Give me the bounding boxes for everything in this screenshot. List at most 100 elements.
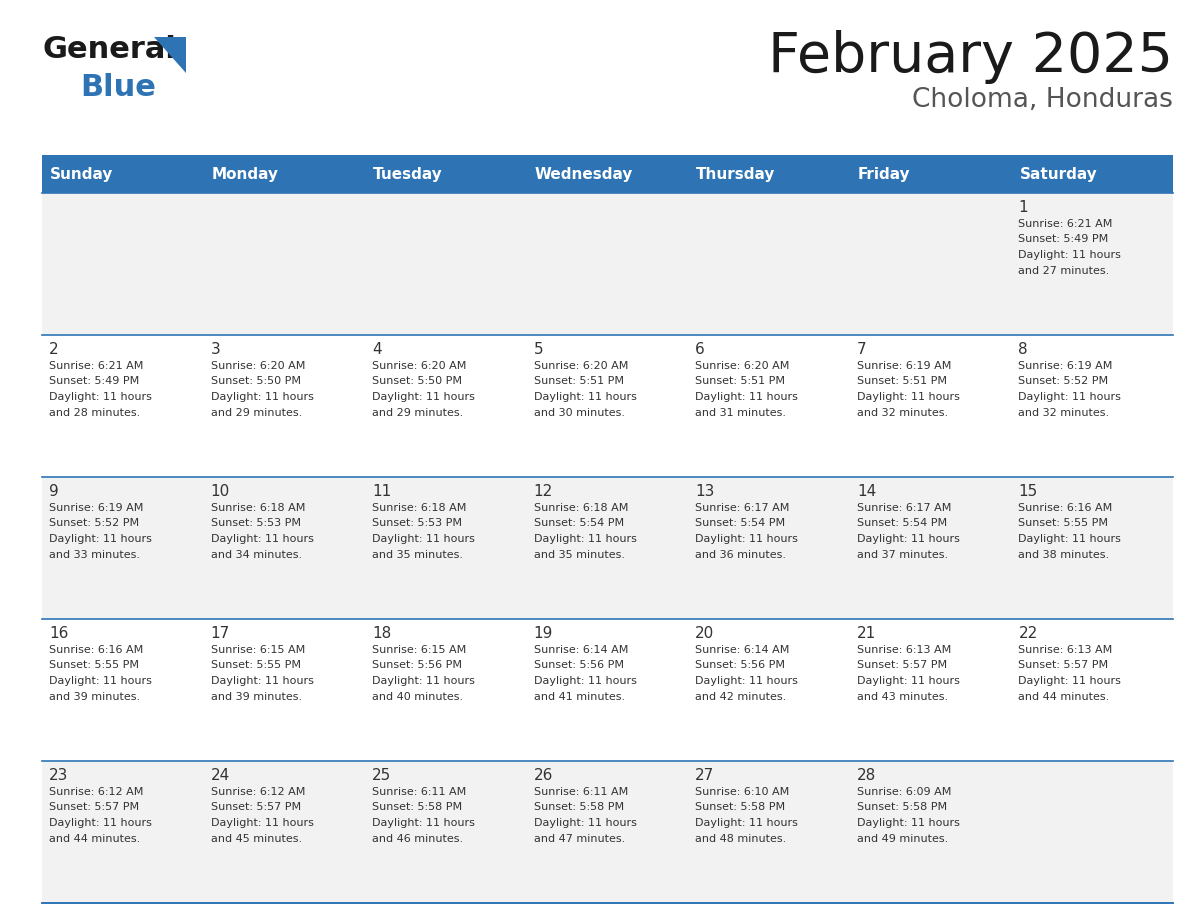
- Text: and 49 minutes.: and 49 minutes.: [857, 834, 948, 844]
- Text: Sunset: 5:51 PM: Sunset: 5:51 PM: [533, 376, 624, 386]
- Text: Daylight: 11 hours: Daylight: 11 hours: [1018, 250, 1121, 260]
- Text: Daylight: 11 hours: Daylight: 11 hours: [533, 818, 637, 828]
- Text: Sunrise: 6:18 AM: Sunrise: 6:18 AM: [210, 503, 305, 513]
- Text: 9: 9: [49, 484, 58, 499]
- Text: Sunset: 5:55 PM: Sunset: 5:55 PM: [49, 660, 139, 670]
- Text: Wednesday: Wednesday: [535, 166, 633, 182]
- Text: Daylight: 11 hours: Daylight: 11 hours: [372, 676, 475, 686]
- Text: Sunrise: 6:10 AM: Sunrise: 6:10 AM: [695, 787, 790, 797]
- Text: and 28 minutes.: and 28 minutes.: [49, 408, 140, 418]
- Text: Daylight: 11 hours: Daylight: 11 hours: [533, 676, 637, 686]
- Text: Sunset: 5:54 PM: Sunset: 5:54 PM: [533, 519, 624, 529]
- Text: Daylight: 11 hours: Daylight: 11 hours: [695, 392, 798, 402]
- Text: Monday: Monday: [211, 166, 278, 182]
- Text: Sunrise: 6:17 AM: Sunrise: 6:17 AM: [857, 503, 952, 513]
- Text: Thursday: Thursday: [696, 166, 776, 182]
- Text: Daylight: 11 hours: Daylight: 11 hours: [1018, 392, 1121, 402]
- Text: Sunset: 5:57 PM: Sunset: 5:57 PM: [210, 802, 301, 812]
- Text: Sunrise: 6:19 AM: Sunrise: 6:19 AM: [857, 361, 952, 371]
- Text: Tuesday: Tuesday: [373, 166, 443, 182]
- Text: Sunrise: 6:18 AM: Sunrise: 6:18 AM: [533, 503, 628, 513]
- Text: 14: 14: [857, 484, 876, 499]
- Text: Daylight: 11 hours: Daylight: 11 hours: [695, 676, 798, 686]
- Text: Daylight: 11 hours: Daylight: 11 hours: [695, 818, 798, 828]
- Text: Daylight: 11 hours: Daylight: 11 hours: [533, 392, 637, 402]
- Text: and 39 minutes.: and 39 minutes.: [210, 691, 302, 701]
- Text: Sunrise: 6:21 AM: Sunrise: 6:21 AM: [1018, 219, 1113, 229]
- Text: 26: 26: [533, 768, 554, 783]
- Text: Daylight: 11 hours: Daylight: 11 hours: [857, 676, 960, 686]
- Text: Sunset: 5:53 PM: Sunset: 5:53 PM: [372, 519, 462, 529]
- Text: Sunset: 5:49 PM: Sunset: 5:49 PM: [1018, 234, 1108, 244]
- Text: Sunrise: 6:20 AM: Sunrise: 6:20 AM: [210, 361, 305, 371]
- Text: Daylight: 11 hours: Daylight: 11 hours: [210, 818, 314, 828]
- Text: and 39 minutes.: and 39 minutes.: [49, 691, 140, 701]
- Text: 17: 17: [210, 626, 229, 641]
- Text: 15: 15: [1018, 484, 1037, 499]
- Text: Sunrise: 6:15 AM: Sunrise: 6:15 AM: [210, 645, 305, 655]
- Text: and 47 minutes.: and 47 minutes.: [533, 834, 625, 844]
- Text: and 40 minutes.: and 40 minutes.: [372, 691, 463, 701]
- Text: Sunrise: 6:20 AM: Sunrise: 6:20 AM: [695, 361, 790, 371]
- Text: Daylight: 11 hours: Daylight: 11 hours: [857, 818, 960, 828]
- Text: Daylight: 11 hours: Daylight: 11 hours: [695, 534, 798, 544]
- Text: and 27 minutes.: and 27 minutes.: [1018, 265, 1110, 275]
- Text: and 38 minutes.: and 38 minutes.: [1018, 550, 1110, 559]
- Text: Daylight: 11 hours: Daylight: 11 hours: [1018, 534, 1121, 544]
- Text: Sunset: 5:50 PM: Sunset: 5:50 PM: [372, 376, 462, 386]
- Text: Sunrise: 6:18 AM: Sunrise: 6:18 AM: [372, 503, 467, 513]
- Text: 27: 27: [695, 768, 714, 783]
- Text: and 35 minutes.: and 35 minutes.: [372, 550, 463, 559]
- Text: and 45 minutes.: and 45 minutes.: [210, 834, 302, 844]
- Text: 10: 10: [210, 484, 229, 499]
- Bar: [42, 477, 1173, 619]
- Text: Saturday: Saturday: [1019, 166, 1098, 182]
- Text: 6: 6: [695, 342, 704, 357]
- Text: Daylight: 11 hours: Daylight: 11 hours: [372, 534, 475, 544]
- Text: Sunday: Sunday: [50, 166, 113, 182]
- Text: Sunset: 5:54 PM: Sunset: 5:54 PM: [695, 519, 785, 529]
- Text: Sunset: 5:57 PM: Sunset: 5:57 PM: [1018, 660, 1108, 670]
- Bar: [42, 155, 1173, 193]
- Text: and 29 minutes.: and 29 minutes.: [210, 408, 302, 418]
- Text: 19: 19: [533, 626, 554, 641]
- Text: Sunset: 5:50 PM: Sunset: 5:50 PM: [210, 376, 301, 386]
- Text: Sunrise: 6:14 AM: Sunrise: 6:14 AM: [533, 645, 628, 655]
- Text: Sunrise: 6:17 AM: Sunrise: 6:17 AM: [695, 503, 790, 513]
- Text: 5: 5: [533, 342, 543, 357]
- Text: Sunset: 5:57 PM: Sunset: 5:57 PM: [49, 802, 139, 812]
- Text: Blue: Blue: [80, 73, 156, 102]
- Text: 8: 8: [1018, 342, 1028, 357]
- Text: Sunset: 5:58 PM: Sunset: 5:58 PM: [857, 802, 947, 812]
- Text: and 41 minutes.: and 41 minutes.: [533, 691, 625, 701]
- Text: Friday: Friday: [858, 166, 910, 182]
- Text: 23: 23: [49, 768, 69, 783]
- Text: Sunset: 5:55 PM: Sunset: 5:55 PM: [210, 660, 301, 670]
- Text: and 32 minutes.: and 32 minutes.: [857, 408, 948, 418]
- Bar: [42, 619, 1173, 761]
- Text: 21: 21: [857, 626, 876, 641]
- Text: Sunrise: 6:19 AM: Sunrise: 6:19 AM: [49, 503, 144, 513]
- Text: Sunset: 5:56 PM: Sunset: 5:56 PM: [372, 660, 462, 670]
- Text: and 42 minutes.: and 42 minutes.: [695, 691, 786, 701]
- Text: 4: 4: [372, 342, 381, 357]
- Text: Sunrise: 6:14 AM: Sunrise: 6:14 AM: [695, 645, 790, 655]
- Text: Sunrise: 6:11 AM: Sunrise: 6:11 AM: [372, 787, 467, 797]
- Text: 18: 18: [372, 626, 391, 641]
- Text: Sunrise: 6:09 AM: Sunrise: 6:09 AM: [857, 787, 952, 797]
- Text: Sunset: 5:58 PM: Sunset: 5:58 PM: [533, 802, 624, 812]
- Text: Sunrise: 6:12 AM: Sunrise: 6:12 AM: [210, 787, 305, 797]
- Text: 3: 3: [210, 342, 220, 357]
- Text: and 37 minutes.: and 37 minutes.: [857, 550, 948, 559]
- Text: and 30 minutes.: and 30 minutes.: [533, 408, 625, 418]
- Text: Daylight: 11 hours: Daylight: 11 hours: [857, 534, 960, 544]
- Text: 16: 16: [49, 626, 69, 641]
- Text: 1: 1: [1018, 200, 1028, 215]
- Text: Daylight: 11 hours: Daylight: 11 hours: [210, 676, 314, 686]
- Text: Sunrise: 6:19 AM: Sunrise: 6:19 AM: [1018, 361, 1113, 371]
- Text: and 43 minutes.: and 43 minutes.: [857, 691, 948, 701]
- Text: Sunrise: 6:13 AM: Sunrise: 6:13 AM: [857, 645, 952, 655]
- Text: Sunset: 5:58 PM: Sunset: 5:58 PM: [695, 802, 785, 812]
- Text: Sunrise: 6:20 AM: Sunrise: 6:20 AM: [372, 361, 467, 371]
- Text: 11: 11: [372, 484, 391, 499]
